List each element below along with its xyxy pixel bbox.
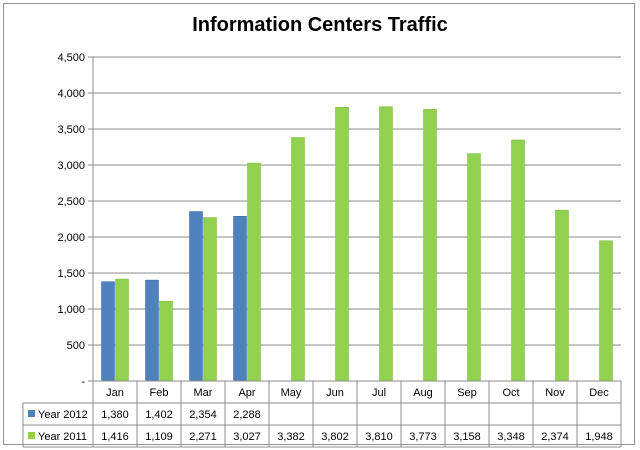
data-label: 1,416 [101, 431, 129, 443]
x-tick-label: Feb [150, 387, 169, 399]
y-tick-label: 2,000 [57, 232, 85, 244]
legend-key [28, 432, 35, 439]
bar-year-2011 [159, 300, 173, 382]
y-tick-label: 4,000 [57, 88, 85, 100]
y-tick-label: 1,000 [57, 304, 85, 316]
data-label: 3,810 [365, 431, 393, 443]
bar-year-2011 [467, 153, 481, 382]
chart-title: Information Centers Traffic [192, 14, 448, 36]
bar-year-2012 [233, 216, 247, 382]
bar-year-2011 [423, 109, 437, 382]
bar-year-2011 [379, 106, 393, 382]
y-tick-label: 3,500 [57, 124, 85, 136]
y-tick-label: 3,000 [57, 160, 85, 172]
bar-year-2012 [189, 211, 203, 382]
data-label: 3,027 [233, 431, 261, 443]
y-tick-label: 500 [67, 340, 85, 352]
data-label: 3,382 [277, 431, 305, 443]
data-label: 1,402 [145, 409, 173, 421]
data-label: 3,158 [453, 431, 481, 443]
x-tick-label: Jul [372, 387, 386, 399]
data-label: 1,948 [585, 431, 613, 443]
x-tick-label: Oct [502, 387, 519, 399]
data-label: 2,354 [189, 409, 217, 421]
y-tick-label: 4,500 [57, 52, 85, 64]
bar-year-2011 [511, 139, 525, 382]
data-label: 3,773 [409, 431, 437, 443]
x-tick-label: Apr [238, 387, 255, 399]
y-tick-label: - [81, 376, 85, 388]
x-tick-label: Mar [194, 387, 213, 399]
bar-year-2012 [101, 281, 115, 382]
data-label: 1,109 [145, 431, 173, 443]
data-label: 3,348 [497, 431, 525, 443]
data-label: 1,380 [101, 409, 129, 421]
x-tick-label: Sep [457, 387, 477, 399]
x-tick-label: Jan [106, 387, 124, 399]
bar-year-2011 [247, 162, 261, 382]
bar-year-2011 [555, 209, 569, 382]
legend-label: Year 2012 [38, 409, 88, 421]
bar-year-2011 [291, 137, 305, 382]
x-tick-label: Jun [326, 387, 344, 399]
bar-year-2011 [115, 278, 129, 382]
x-tick-label: Dec [589, 387, 609, 399]
data-label: 2,288 [233, 409, 261, 421]
data-label: 3,802 [321, 431, 349, 443]
legend-key [28, 410, 35, 417]
x-tick-label: Nov [545, 387, 565, 399]
y-tick-label: 2,500 [57, 196, 85, 208]
x-tick-label: May [281, 387, 302, 399]
y-tick-label: 1,500 [57, 268, 85, 280]
bar-year-2012 [145, 279, 159, 382]
plot-area [93, 57, 621, 381]
legend-label: Year 2011 [38, 431, 87, 443]
data-label: 2,271 [189, 431, 217, 443]
bar-year-2011 [203, 217, 217, 382]
x-tick-label: Aug [413, 387, 433, 399]
bar-year-2011 [335, 107, 349, 382]
bar-year-2011 [599, 240, 613, 382]
data-label: 2,374 [541, 431, 569, 443]
